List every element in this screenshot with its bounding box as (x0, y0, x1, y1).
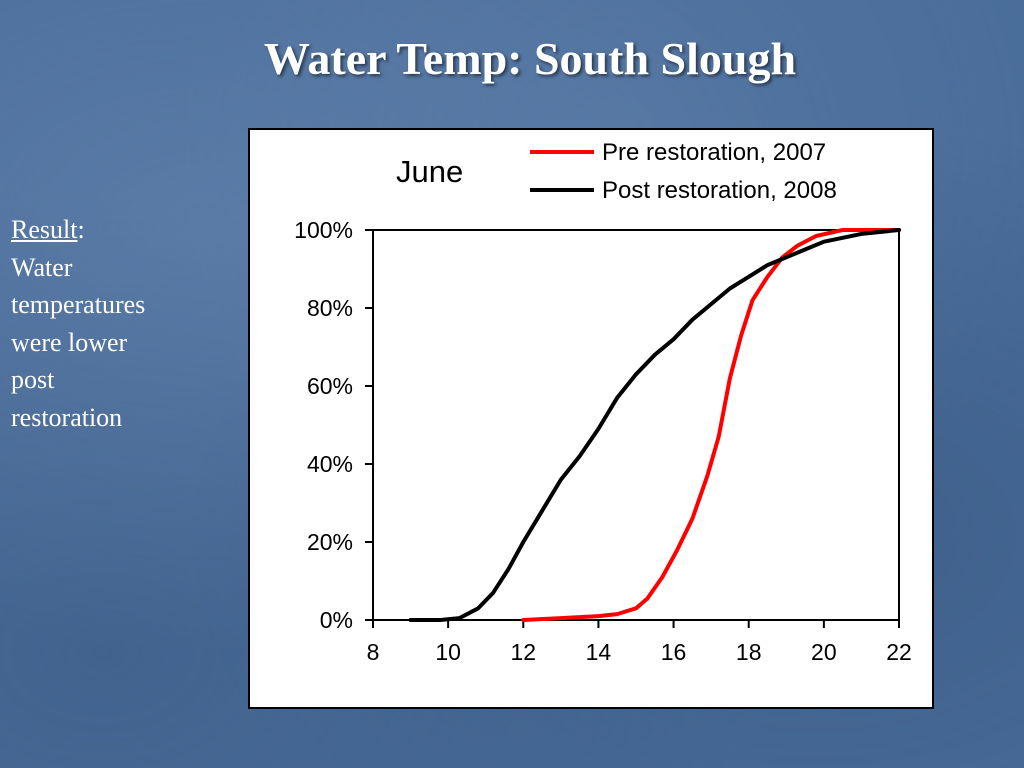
result-line-3: were lower (11, 327, 128, 357)
y-tick-label: 60% (307, 373, 353, 399)
y-tick-label: 80% (307, 295, 353, 321)
plot-area (372, 229, 900, 621)
chart-svg: June Pre restoration, 2007 Post restorat… (294, 139, 912, 665)
result-line-5: restoration (11, 402, 123, 432)
axes-layer: 8 10 12 14 16 18 20 22 0% 20% 40% 60% 80% 100% (294, 217, 912, 665)
x-tick-label: 8 (367, 639, 380, 665)
result-heading: Result: (11, 211, 241, 249)
x-tick-label: 16 (661, 639, 687, 665)
x-tick-label: 14 (586, 639, 612, 665)
series-line-pre-restoration (521, 228, 901, 622)
x-tick-label: 22 (886, 639, 912, 665)
chart-title: June (396, 154, 463, 189)
y-tick-label: 100% (294, 217, 353, 243)
chart-panel: June Pre restoration, 2007 Post restorat… (248, 128, 934, 709)
x-tick-label: 18 (736, 639, 762, 665)
y-tick-label: 0% (320, 607, 353, 633)
legend-label-pre: Pre restoration, 2007 (602, 139, 826, 166)
y-tick-label: 20% (307, 529, 353, 555)
y-tick-label: 40% (307, 451, 353, 477)
result-label: Result (11, 215, 78, 244)
legend-label-post: Post restoration, 2008 (602, 177, 837, 204)
slide-title: Water Temp: South Slough (263, 33, 797, 84)
result-colon: : (77, 215, 85, 244)
x-tick-label: 20 (811, 639, 837, 665)
series-layer (408, 228, 901, 622)
result-line-4: post (11, 365, 55, 394)
result-line-1: Water (11, 252, 73, 282)
x-tick-label: 12 (510, 639, 536, 665)
series-line-post-restoration (408, 228, 901, 622)
x-tick-label: 10 (435, 639, 461, 665)
result-text-block: Result: Water temperatures were lower po… (11, 211, 241, 436)
result-line-2: temperatures (11, 290, 146, 319)
